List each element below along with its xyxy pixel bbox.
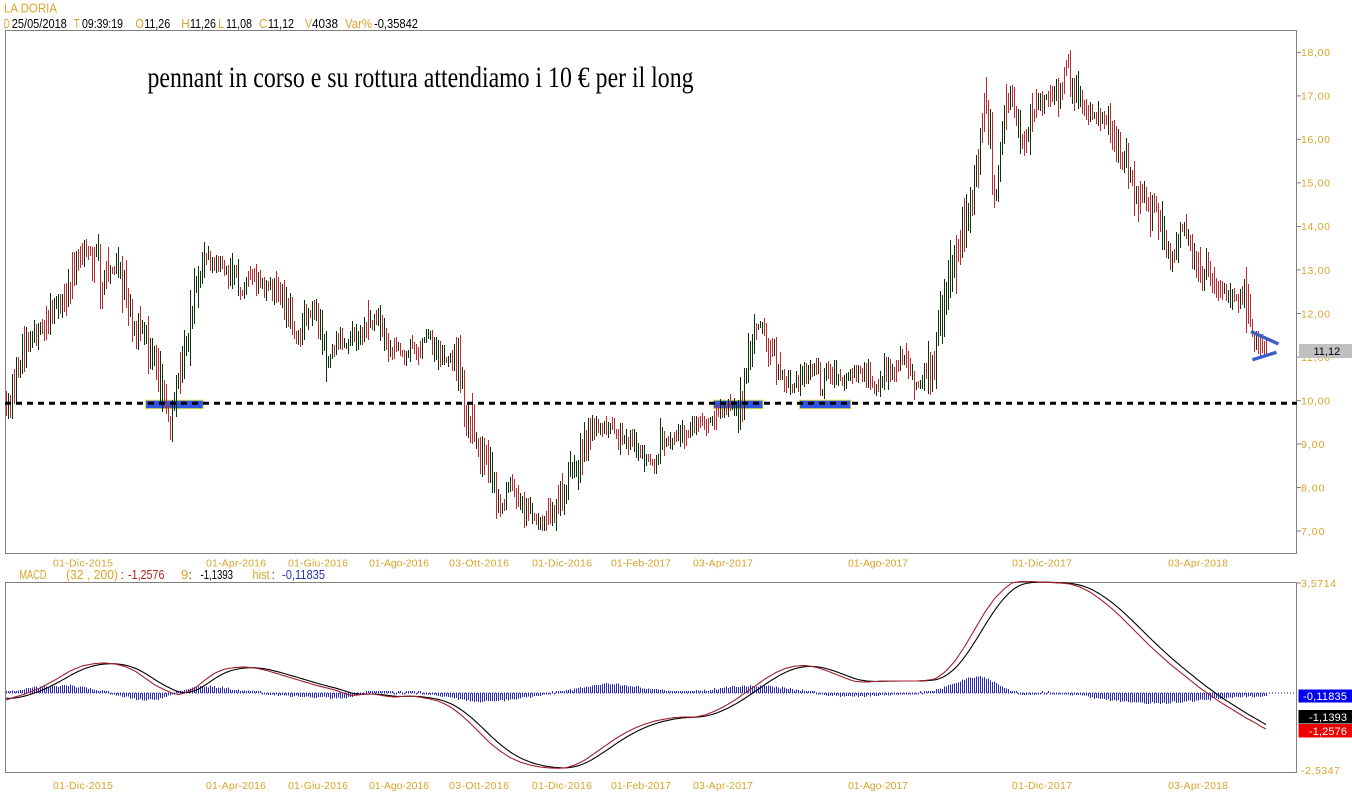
svg-text:01-Ago-2017: 01-Ago-2017 [848, 780, 908, 792]
svg-text:9,00: 9,00 [1301, 439, 1325, 451]
svg-text:01-Dic-2017: 01-Dic-2017 [1012, 780, 1072, 792]
svg-text:03-Apr-2018: 03-Apr-2018 [1168, 780, 1228, 792]
svg-text:01-Dic-2017: 01-Dic-2017 [1012, 558, 1072, 570]
svg-text:01-Dic-2016: 01-Dic-2016 [532, 780, 592, 792]
svg-text:12,00: 12,00 [1301, 308, 1330, 320]
svg-text:03-Apr-2018: 03-Apr-2018 [1168, 558, 1228, 570]
svg-text::: : [189, 567, 193, 582]
svg-text:11,08: 11,08 [226, 16, 252, 31]
svg-text:01-Ago-2016: 01-Ago-2016 [369, 558, 429, 570]
svg-text:11,26: 11,26 [144, 16, 170, 31]
svg-text:03-Ott-2016: 03-Ott-2016 [449, 780, 509, 792]
svg-text:4038: 4038 [312, 16, 338, 31]
svg-text::: : [121, 567, 125, 582]
svg-text:-1,1393: -1,1393 [1309, 712, 1347, 724]
svg-text:17,00: 17,00 [1301, 91, 1330, 103]
svg-text:11,26: 11,26 [190, 16, 216, 31]
svg-text:15,00: 15,00 [1301, 178, 1330, 190]
svg-text:11,12: 11,12 [268, 16, 294, 31]
svg-text:-2,5347: -2,5347 [1301, 765, 1340, 777]
svg-text:16,00: 16,00 [1301, 134, 1330, 146]
svg-text:01-Feb-2017: 01-Feb-2017 [611, 558, 671, 570]
svg-text:D: D [4, 16, 10, 31]
svg-text:01-Dic-2016: 01-Dic-2016 [532, 558, 592, 570]
svg-text:T: T [74, 16, 80, 31]
svg-text:-0,35842: -0,35842 [374, 16, 418, 31]
svg-text:-1,2576: -1,2576 [128, 567, 165, 582]
svg-text:01-Ago-2017: 01-Ago-2017 [848, 558, 908, 570]
svg-text:8,00: 8,00 [1301, 482, 1325, 494]
svg-text:14,00: 14,00 [1301, 221, 1330, 233]
svg-text:03-Apr-2017: 03-Apr-2017 [693, 780, 753, 792]
svg-text:01-Apr-2016: 01-Apr-2016 [206, 558, 266, 570]
svg-text:V: V [305, 16, 312, 31]
svg-text:O: O [135, 16, 144, 31]
svg-text:C: C [259, 16, 268, 31]
svg-text:-1,1393: -1,1393 [201, 567, 234, 582]
svg-text:01-Ago-2016: 01-Ago-2016 [369, 780, 429, 792]
svg-text:01-Dic-2015: 01-Dic-2015 [53, 558, 113, 570]
svg-text:-1,2576: -1,2576 [1309, 726, 1347, 738]
svg-text:H: H [181, 16, 190, 31]
svg-text:03-Apr-2017: 03-Apr-2017 [693, 558, 753, 570]
svg-text:01-Apr-2016: 01-Apr-2016 [206, 780, 266, 792]
svg-text:01-Dic-2015: 01-Dic-2015 [53, 780, 113, 792]
svg-text:-0,11835: -0,11835 [1303, 691, 1347, 703]
svg-text::: : [272, 567, 276, 582]
svg-text:-0,11835: -0,11835 [282, 567, 325, 582]
svg-text:MACD: MACD [19, 567, 46, 582]
svg-text:13,00: 13,00 [1301, 265, 1330, 277]
svg-text:11,12: 11,12 [1314, 346, 1341, 358]
svg-text:03-Ott-2016: 03-Ott-2016 [449, 558, 509, 570]
svg-text:pennant in corso e su rottura: pennant in corso e su rottura attendiamo… [148, 61, 694, 94]
svg-text:L: L [218, 16, 224, 31]
svg-text:01-Giu-2016: 01-Giu-2016 [288, 558, 348, 570]
svg-text:18,00: 18,00 [1301, 47, 1330, 59]
svg-text:3,5714: 3,5714 [1301, 578, 1336, 590]
svg-text:hist: hist [253, 567, 270, 582]
svg-text:7,00: 7,00 [1301, 526, 1325, 538]
svg-text:09:39:19: 09:39:19 [82, 16, 123, 31]
svg-text:01-Giu-2016: 01-Giu-2016 [288, 780, 348, 792]
svg-text:LA DORIA: LA DORIA [4, 1, 57, 16]
svg-text:01-Feb-2017: 01-Feb-2017 [611, 780, 671, 792]
svg-text:9: 9 [181, 567, 188, 582]
svg-text:(32 , 200): (32 , 200) [66, 567, 118, 582]
svg-text:10,00: 10,00 [1301, 395, 1330, 407]
svg-text:Var%: Var% [345, 16, 372, 31]
svg-text:25/05/2018: 25/05/2018 [12, 16, 67, 31]
